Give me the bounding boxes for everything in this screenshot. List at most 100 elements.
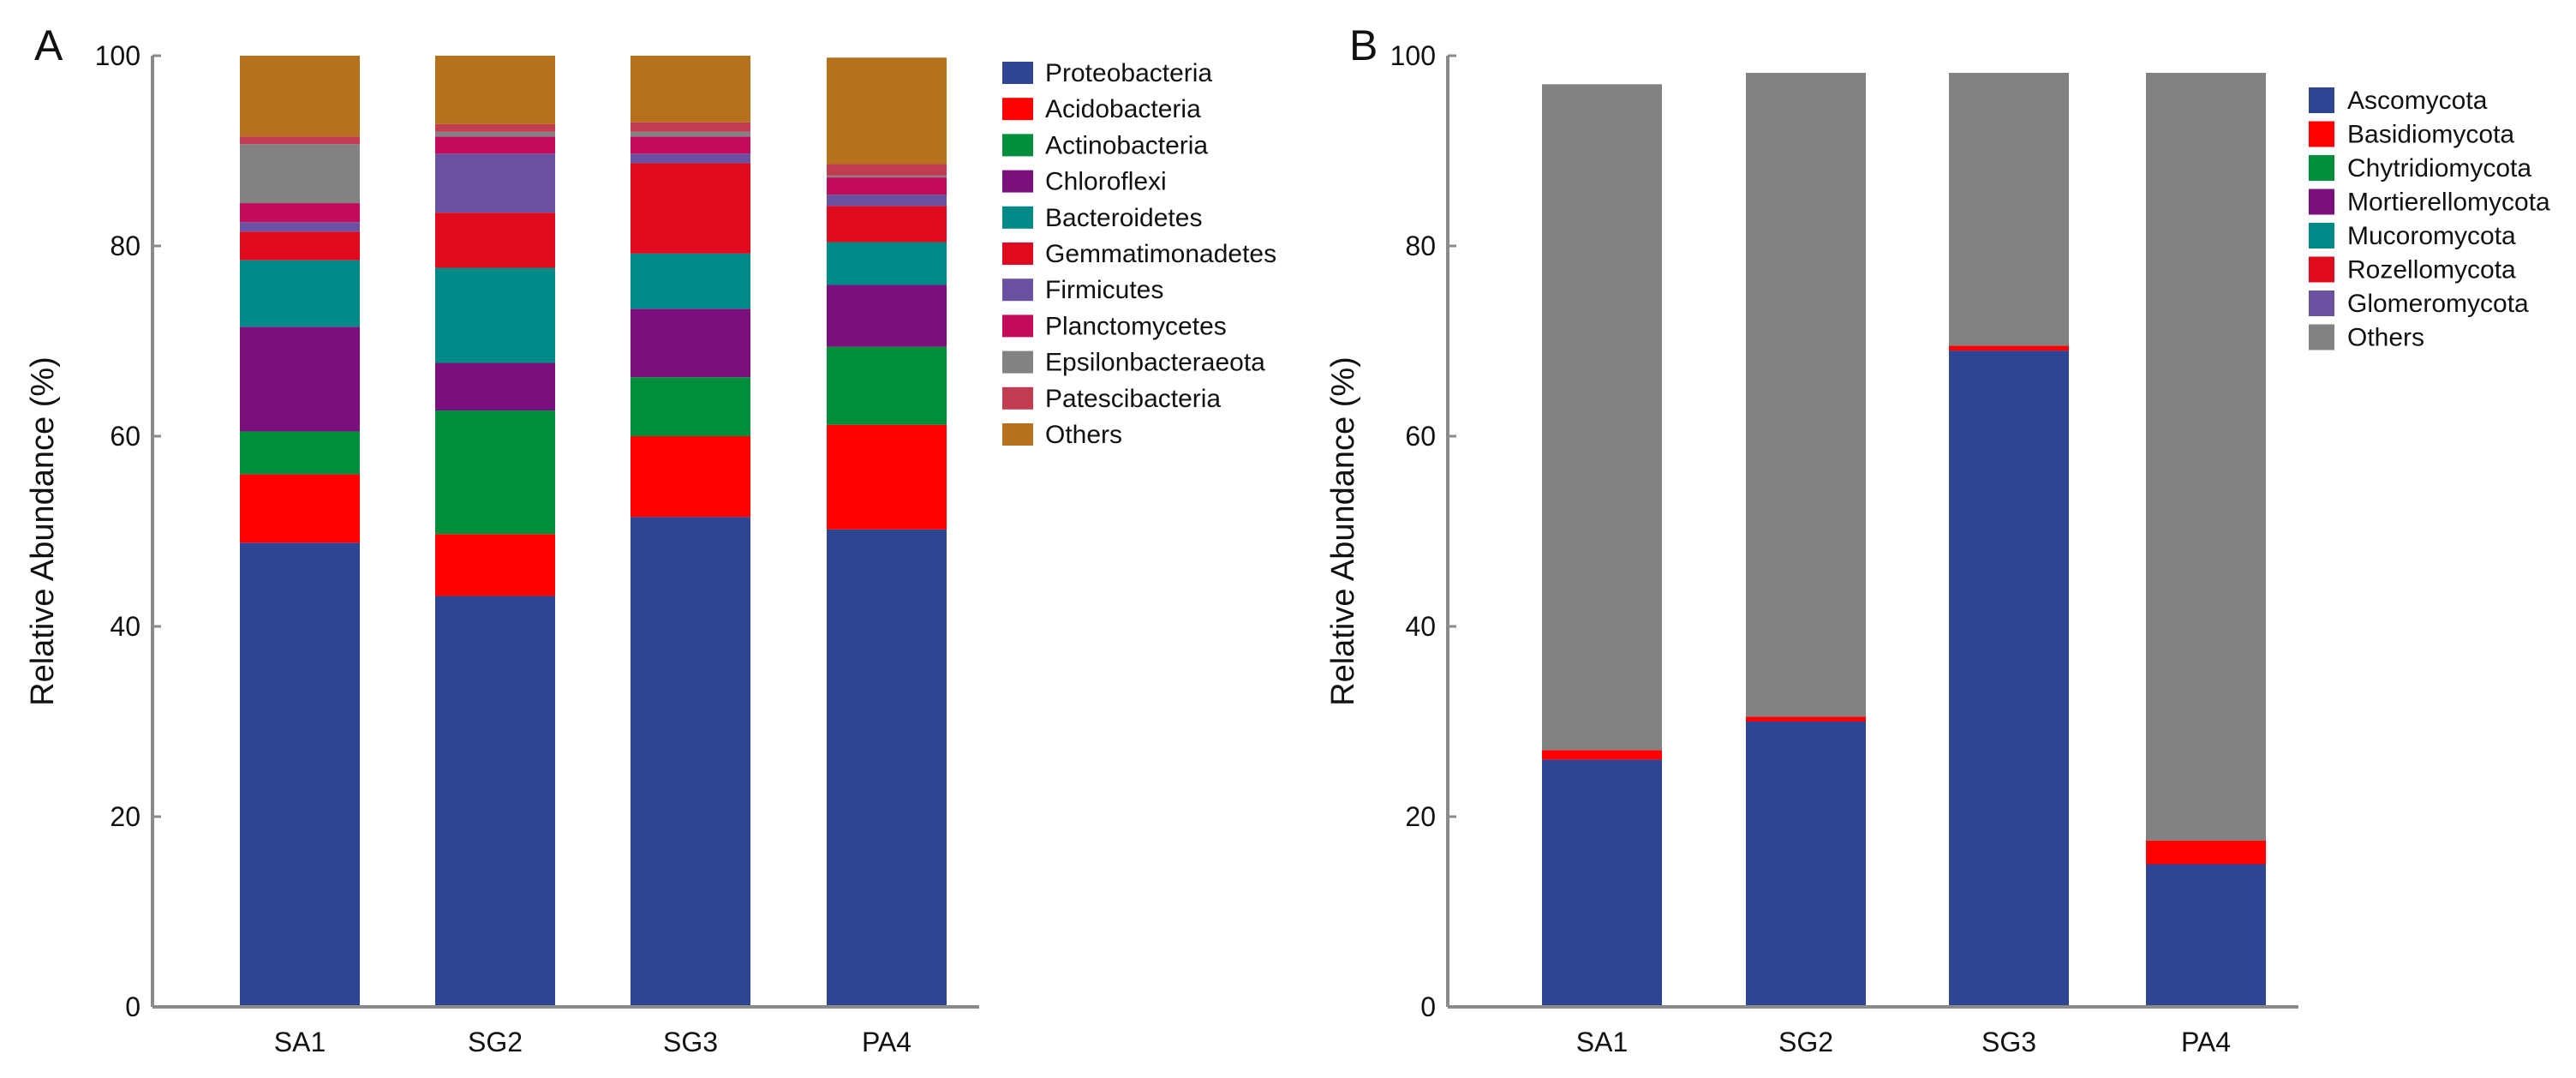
bar-sa1-proteobacteria xyxy=(240,542,360,1007)
bar-sg2-ascomycota xyxy=(1746,722,1866,1007)
bar-sg3-chloroflexi xyxy=(631,308,750,378)
legend-label: Gemmatimonadetes xyxy=(1045,240,1276,268)
bar-sg2-others xyxy=(435,56,555,124)
bar-sa1-basidiomycota xyxy=(1542,750,1662,760)
legend-label: Planctomycetes xyxy=(1045,312,1227,340)
y-tick-label: 80 xyxy=(110,231,140,261)
legend-swatch xyxy=(2309,155,2334,181)
bar-pa4-acidobacteria xyxy=(827,424,947,530)
y-tick-label: 0 xyxy=(125,991,140,1022)
legend-label: Proteobacteria xyxy=(1045,59,1212,87)
y-tick-label: 60 xyxy=(1405,421,1436,452)
bar-sa1-actinobacteria xyxy=(240,431,360,475)
bar-pa4-firmicutes xyxy=(827,195,947,207)
bar-pa4-bacteroidetes xyxy=(827,242,947,285)
x-tick-label: SG2 xyxy=(468,1027,523,1057)
x-tick-label: SG2 xyxy=(1778,1027,1833,1057)
legend-swatch xyxy=(1002,134,1033,157)
legend-swatch xyxy=(2309,290,2334,316)
x-tick-label: SG3 xyxy=(663,1027,718,1057)
legend-swatch xyxy=(1002,98,1033,121)
bar-sg2-bacteroidetes xyxy=(435,267,555,363)
bar-sa1-bacteroidetes xyxy=(240,260,360,327)
y-tick-label: 100 xyxy=(1390,40,1436,71)
bar-sg2-proteobacteria xyxy=(435,596,555,1007)
bar-sg3-epsilonbacteraeota xyxy=(631,131,750,137)
bar-sg2-actinobacteria xyxy=(435,410,555,535)
panel-letter: A xyxy=(34,21,63,69)
bar-sa1-others xyxy=(1542,84,1662,751)
legend-label: Basidiomycota xyxy=(2347,121,2514,149)
x-tick-label: PA4 xyxy=(862,1027,911,1057)
y-tick-label: 20 xyxy=(110,801,140,832)
legend-label: Mucoromycota xyxy=(2347,222,2516,250)
legend-swatch xyxy=(2309,87,2334,113)
bar-sa1-ascomycota xyxy=(1542,759,1662,1007)
legend-swatch xyxy=(1002,206,1033,229)
bar-sg3-acidobacteria xyxy=(631,436,750,518)
y-tick-label: 0 xyxy=(1420,991,1436,1022)
bar-sg2-planctomycetes xyxy=(435,136,555,154)
legend-swatch xyxy=(2309,256,2334,283)
legend-label: Others xyxy=(1045,421,1122,449)
bar-sg3-actinobacteria xyxy=(631,377,750,436)
bar-sg3-others xyxy=(631,56,750,123)
bar-sa1-epsilonbacteraeota xyxy=(240,144,360,204)
bar-pa4-basidiomycota xyxy=(2146,840,2266,865)
legend-label: Others xyxy=(2347,324,2424,352)
y-tick-label: 80 xyxy=(1405,231,1436,261)
legend: Ascomycota Basidiomycota Chytridiomycota Mo… xyxy=(2309,87,2550,352)
bar-sa1-firmicutes xyxy=(240,222,360,232)
x-tick-label: SG3 xyxy=(1981,1027,2036,1057)
bar-pa4-proteobacteria xyxy=(827,529,947,1007)
bar-sg2-others xyxy=(1746,72,1866,717)
bar-sg2-acidobacteria xyxy=(435,534,555,596)
legend-swatch xyxy=(1002,314,1033,338)
bar-sg3-firmicutes xyxy=(631,153,750,164)
y-axis-label: Relative Abundance (%) xyxy=(25,356,61,706)
legend-label: Chloroflexi xyxy=(1045,168,1167,196)
bar-sg2-gemmatimonadetes xyxy=(435,213,555,268)
legend-swatch xyxy=(2309,189,2334,215)
legend-swatch xyxy=(2309,121,2334,147)
legend-label: Chytridiomycota xyxy=(2347,154,2531,183)
y-tick-label: 100 xyxy=(95,40,140,71)
bar-sg3-basidiomycota xyxy=(1949,345,2069,351)
legend-swatch xyxy=(1002,62,1033,84)
legend-label: Glomeromycota xyxy=(2347,290,2529,318)
legend-label: Ascomycota xyxy=(2347,87,2488,115)
bar-sg3-patescibacteria xyxy=(631,122,750,132)
legend-label: Firmicutes xyxy=(1045,276,1163,304)
panel-letter: B xyxy=(1349,21,1378,69)
bar-pa4-ascomycota xyxy=(2146,864,2266,1007)
bar-sg2-chloroflexi xyxy=(435,362,555,411)
y-tick-label: 20 xyxy=(1405,801,1436,832)
legend: Proteobacteria Acidobacteria Actinobacteri… xyxy=(1002,59,1276,449)
x-tick-label: PA4 xyxy=(2181,1027,2231,1057)
bar-sg2-basidiomycota xyxy=(1746,716,1866,722)
x-tick-label: SA1 xyxy=(274,1027,326,1057)
bar-sg2-epsilonbacteraeota xyxy=(435,131,555,137)
legend-label: Acidobacteria xyxy=(1045,95,1201,123)
bar-sg2-patescibacteria xyxy=(435,123,555,132)
x-tick-label: SA1 xyxy=(1576,1027,1628,1057)
legend-swatch xyxy=(1002,386,1033,410)
bar-pa4-chloroflexi xyxy=(827,284,947,347)
legend-label: Actinobacteria xyxy=(1045,131,1208,159)
bar-sg3-gemmatimonadetes xyxy=(631,163,750,254)
legend-swatch xyxy=(1002,278,1033,302)
bar-sg2-firmicutes xyxy=(435,153,555,213)
bar-sg3-bacteroidetes xyxy=(631,253,750,309)
bar-pa4-gemmatimonadetes xyxy=(827,206,947,243)
bar-pa4-others xyxy=(827,57,947,165)
legend-swatch xyxy=(2309,324,2334,350)
legend-swatch xyxy=(1002,350,1033,374)
legend-swatch xyxy=(1002,170,1033,193)
bar-sa1-gemmatimonadetes xyxy=(240,231,360,261)
bar-sa1-patescibacteria xyxy=(240,136,360,145)
legend-label: Bacteroidetes xyxy=(1045,204,1202,232)
panel-a: A Relative Abundance (%) 0 20 40 60 80 100 SA1 SG… xyxy=(25,21,1276,1057)
bar-sa1-chloroflexi xyxy=(240,326,360,432)
bar-pa4-planctomycetes xyxy=(827,177,947,195)
